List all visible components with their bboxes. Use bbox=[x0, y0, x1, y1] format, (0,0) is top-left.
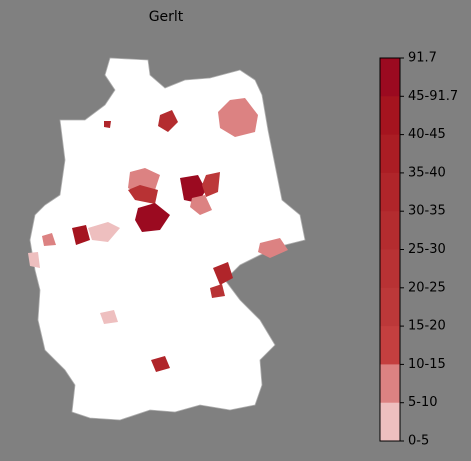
germany-map bbox=[28, 57, 306, 421]
region bbox=[180, 175, 206, 203]
map-title: Gerlt bbox=[149, 9, 184, 25]
colorbar-segment bbox=[380, 287, 400, 327]
colorbar-label: 20-25 bbox=[408, 280, 446, 295]
colorbar-label: 91.7 bbox=[408, 51, 437, 66]
colorbar-label: 5-10 bbox=[408, 395, 438, 410]
colorbar-label: 0-5 bbox=[408, 434, 429, 449]
colorbar-label: 35-40 bbox=[408, 165, 446, 180]
colorbar-label: 25-30 bbox=[408, 242, 446, 257]
region bbox=[190, 195, 212, 215]
region bbox=[128, 185, 158, 204]
colorbar-segment bbox=[380, 364, 400, 404]
region bbox=[28, 252, 40, 268]
region bbox=[42, 233, 56, 246]
region bbox=[151, 356, 170, 372]
region bbox=[202, 172, 220, 197]
colorbar-label: 40-45 bbox=[408, 127, 446, 142]
region bbox=[100, 310, 118, 324]
colorbar-segment bbox=[380, 96, 400, 136]
colorbar: 91.7 45-91.7 40-45 35-40 30-35 25-30 20-25 15-2… bbox=[379, 51, 458, 449]
region bbox=[135, 203, 170, 232]
colorbar-segment bbox=[380, 211, 400, 250]
region bbox=[258, 238, 288, 258]
region bbox=[158, 110, 178, 132]
colorbar-segment bbox=[380, 249, 400, 289]
region bbox=[210, 284, 225, 298]
colorbar-segment bbox=[380, 402, 400, 442]
colorbar-label: 10-15 bbox=[408, 357, 446, 372]
country-outline bbox=[29, 57, 306, 421]
region bbox=[72, 225, 90, 245]
colorbar-label: 30-35 bbox=[408, 204, 446, 219]
region bbox=[213, 262, 233, 285]
colorbar-segment bbox=[380, 58, 400, 97]
colorbar-segment bbox=[380, 326, 400, 365]
colorbar-segment bbox=[380, 134, 400, 174]
colorbar-segment bbox=[380, 172, 400, 212]
colorbar-label: 15-20 bbox=[408, 319, 446, 334]
region bbox=[218, 98, 258, 137]
region bbox=[104, 121, 111, 128]
colorbar-label: 45-91.7 bbox=[408, 89, 458, 104]
region bbox=[88, 222, 120, 242]
